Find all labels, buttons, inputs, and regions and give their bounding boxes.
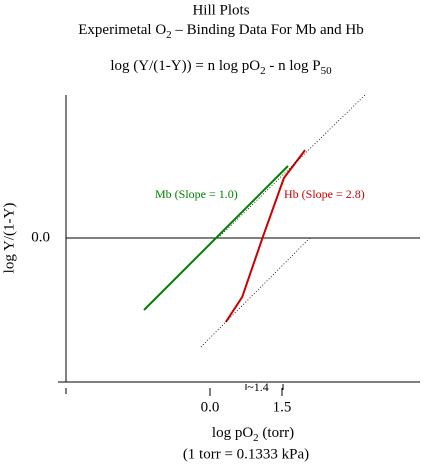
series-label: Hb (Slope = 2.8): [284, 187, 365, 201]
x-label-subscript: 2: [253, 432, 259, 444]
subtitle-part: – Binding Data For Mb and Hb: [172, 22, 364, 38]
x-axis-label: log pO2 (torr): [212, 425, 294, 443]
y-tick-label: 0.0: [31, 229, 50, 245]
asymptote: [200, 237, 311, 348]
equation: log (Y/(1-Y)) = n log pO2 - n log P50: [110, 58, 332, 76]
equation-part: log (Y/(1-Y)) = n log pO: [110, 58, 260, 74]
x-tick-label: 0.0: [201, 399, 220, 415]
x-label-part: log pO: [212, 425, 253, 441]
series-line: [143, 165, 289, 311]
annotation: ~1.4: [247, 380, 269, 394]
series-line: [225, 149, 306, 323]
subtitle-part: Experimetal O: [78, 22, 166, 38]
y-axis-label: log Y/(1-Y): [1, 203, 17, 274]
chart-subtitle: Experimetal O2 – Binding Data For Mb and…: [78, 22, 363, 40]
asymptote: [219, 94, 366, 237]
x-label-part: (torr): [259, 425, 294, 441]
equation-subscript: 2: [260, 65, 266, 77]
x-axis-note: (1 torr = 0.1333 kPa): [183, 446, 309, 462]
subtitle-subscript: 2: [166, 29, 172, 41]
x-tick-label: 1.5: [273, 399, 292, 415]
equation-subscript: 50: [321, 65, 333, 77]
series-label: Mb (Slope = 1.0): [155, 187, 238, 201]
equation-part: - n log P: [266, 58, 321, 74]
chart-title: Hill Plots: [192, 2, 249, 18]
